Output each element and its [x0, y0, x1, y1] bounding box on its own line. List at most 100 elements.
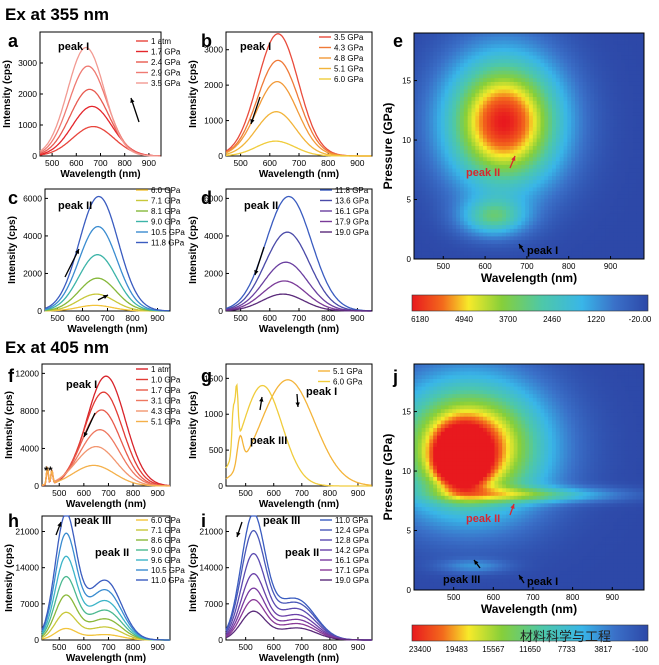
heatmap-cell-e: [598, 70, 603, 75]
heatmap-cell-e: [421, 130, 426, 136]
heatmap-cell-e: [529, 206, 534, 211]
heatmap-cell-j: [456, 412, 461, 418]
heatmap-cell-j: [467, 390, 472, 395]
heatmap-cell-e: [486, 123, 492, 128]
heatmap-cell-j: [559, 379, 564, 384]
heatmap-cell-e: [486, 36, 492, 41]
heatmap-cell-e: [632, 210, 637, 215]
x-tick-label-g: 900: [351, 488, 365, 498]
heatmap-cell-e: [582, 78, 587, 83]
heatmap-cell-e: [448, 40, 453, 45]
heatmap-cell-e: [571, 255, 576, 260]
heatmap-cell-e: [628, 112, 633, 117]
heatmap-cell-e: [555, 206, 561, 211]
heatmap-cell-j: [452, 382, 457, 387]
heatmap-cell-j: [440, 379, 446, 384]
heatmap-cell-e: [460, 161, 465, 166]
heatmap-cell-e: [640, 78, 645, 83]
heatmap-cell-e: [444, 206, 449, 211]
heatmap-cell-j: [594, 367, 599, 372]
heatmap-cell-e: [609, 176, 614, 181]
heatmap-cell-e: [452, 63, 457, 68]
heatmap-cell-e: [532, 119, 538, 124]
heatmap-cell-e: [414, 183, 419, 188]
heatmap-cell-j: [448, 390, 453, 395]
heatmap-cell-e: [601, 232, 607, 237]
heatmap-cell-j: [414, 412, 419, 418]
heatmap-cell-e: [433, 138, 438, 143]
heatmap-cell-e: [448, 172, 453, 177]
heatmap-cell-j: [575, 397, 580, 403]
legend-entry-i: 17.1 GPa: [335, 566, 369, 575]
heatmap-cell-e: [414, 146, 419, 151]
heatmap-cell-e: [621, 63, 626, 68]
y-tick-label-g: 500: [209, 445, 223, 455]
heatmap-cell-e: [544, 183, 549, 188]
heatmap-cell-e: [567, 198, 572, 203]
heatmap-cell-e: [536, 202, 541, 207]
heatmap-cell-j: [563, 367, 568, 372]
heatmap-cell-e: [567, 157, 572, 162]
heatmap-cell-e: [486, 130, 492, 136]
heatmap-cell-e: [475, 127, 480, 132]
heatmap-cell-j: [509, 397, 515, 403]
heatmap-cell-e: [563, 44, 568, 49]
heatmap-cell-e: [452, 146, 457, 151]
heatmap-cell-e: [502, 168, 507, 173]
heatmap-cell-e: [475, 142, 480, 147]
heatmap-cell-e: [621, 51, 626, 56]
heatmap-cell-j: [429, 412, 434, 418]
heatmap-cell-e: [544, 115, 549, 121]
heatmap-cell-e: [421, 198, 426, 203]
heatmap-cell-j: [617, 424, 622, 429]
heatmap-cell-e: [586, 176, 591, 181]
heatmap-cell-e: [509, 55, 515, 60]
heatmap-cell-e: [437, 198, 442, 203]
heatmap-cell-e: [590, 191, 595, 196]
heatmap-cell-e: [609, 179, 614, 185]
heatmap-cell-e: [475, 225, 480, 230]
heatmap-cell-e: [628, 232, 633, 237]
heatmap-cell-e: [567, 55, 572, 60]
heatmap-cell-j: [509, 382, 515, 387]
heatmap-cell-e: [624, 157, 630, 162]
heatmap-cell-e: [471, 40, 476, 45]
heatmap-cell-j: [437, 371, 442, 376]
heatmap-cell-e: [590, 179, 595, 185]
heatmap-cell-e: [433, 146, 438, 151]
heatmap-cell-j: [559, 364, 564, 369]
heatmap-cell-e: [617, 70, 622, 75]
heatmap-cell-e: [605, 36, 610, 41]
heatmap-cell-j: [555, 424, 561, 429]
heatmap-cell-j: [621, 401, 626, 406]
heatmap-cell-e: [460, 115, 465, 121]
heatmap-cell-j: [498, 375, 503, 380]
heatmap-cell-e: [429, 134, 434, 139]
heatmap-cell-e: [590, 221, 595, 226]
heatmap-cell-e: [471, 36, 476, 41]
heatmap-cell-e: [578, 44, 584, 49]
heatmap-cell-e: [479, 251, 484, 256]
heatmap-cell-j: [425, 379, 430, 384]
heatmap-cell-e: [544, 168, 549, 173]
heatmap-cell-j: [590, 386, 595, 391]
heatmap-cell-j: [563, 371, 568, 376]
heatmap-cell-e: [567, 213, 572, 218]
legend-entry-f: 5.1 GPa: [151, 418, 181, 427]
heatmap-cell-e: [490, 217, 495, 222]
heatmap-cell-e: [559, 74, 564, 79]
heatmap-cell-e: [532, 232, 538, 237]
heatmap-cell-e: [532, 100, 538, 105]
heatmap-cell-e: [532, 191, 538, 196]
arrow-c-head: [75, 249, 79, 254]
heatmap-cell-j: [532, 397, 538, 403]
heatmap-cell-e: [594, 78, 599, 83]
heatmap-cell-e: [456, 78, 461, 83]
heatmap-cell-j: [494, 420, 499, 425]
heatmap-cell-e: [475, 213, 480, 218]
heatmap-cell-e: [640, 172, 645, 177]
heatmap-cell-e: [548, 225, 553, 230]
heatmap-cell-j: [494, 401, 499, 406]
heatmap-cell-e: [575, 70, 580, 75]
heatmap-cell-e: [460, 142, 465, 147]
